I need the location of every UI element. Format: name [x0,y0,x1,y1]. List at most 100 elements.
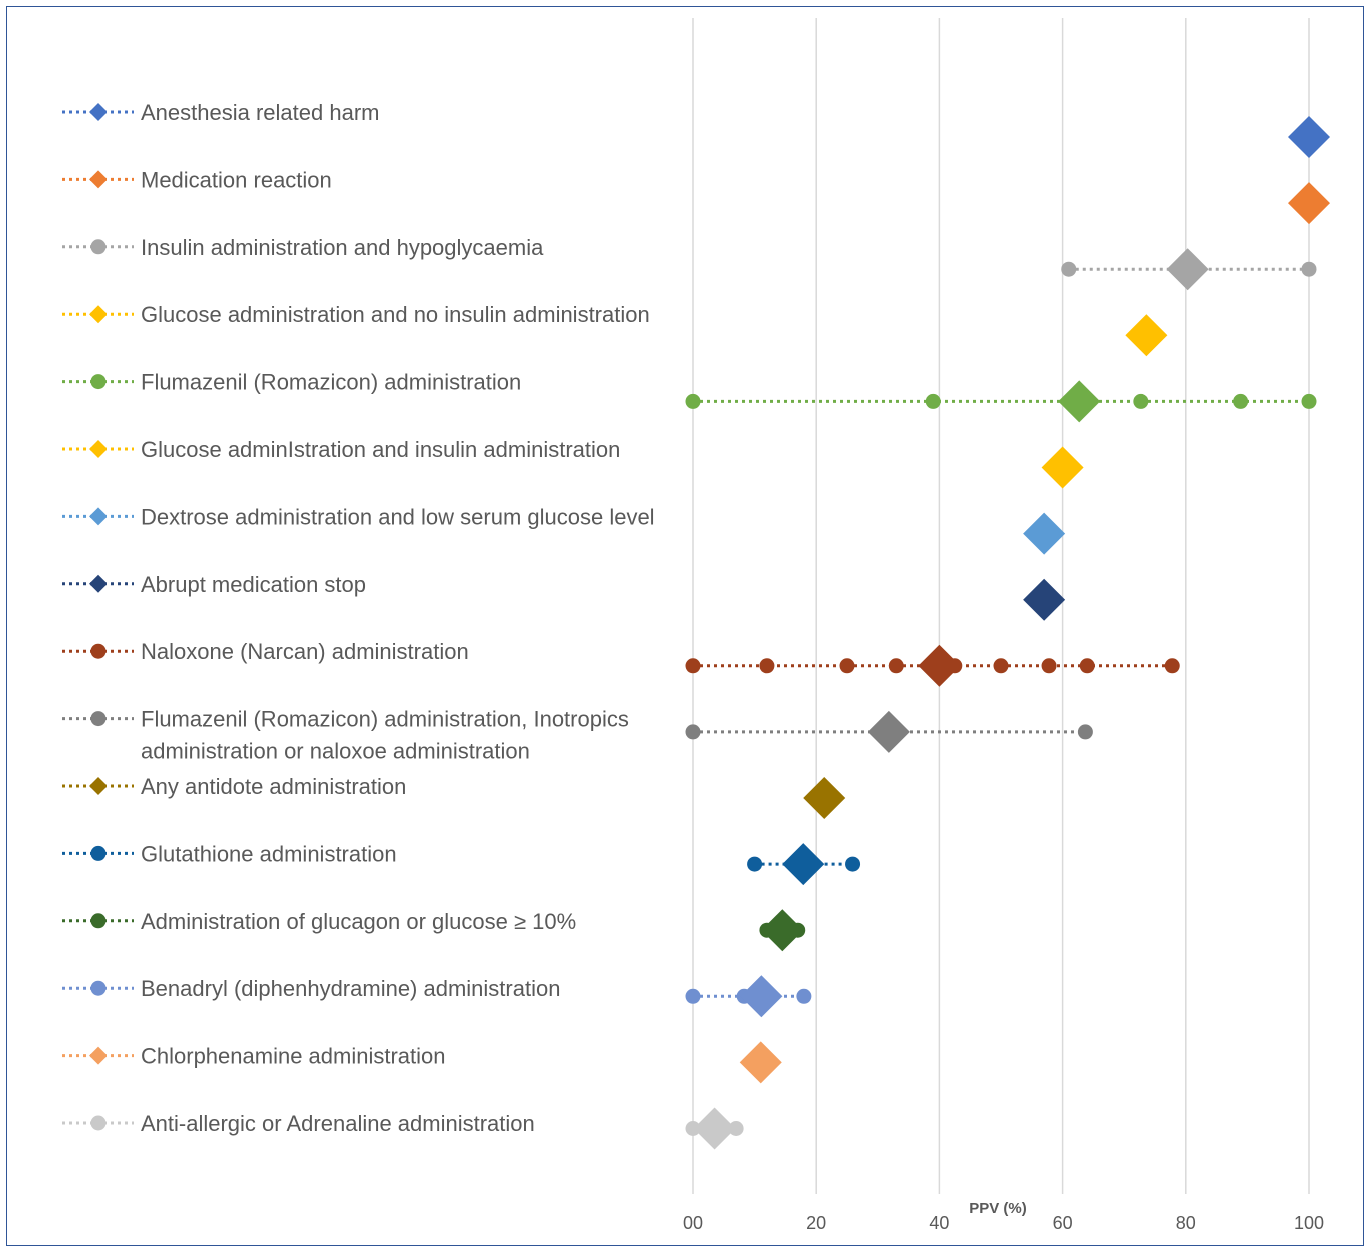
legend-label: Abrupt medication stop [141,572,366,597]
summary-marker [1041,446,1084,489]
series-7 [1023,512,1066,555]
legend: Anesthesia related harm Medication reacti… [62,100,655,1136]
data-point [845,856,861,872]
legend-marker [89,440,107,458]
legend-label: Insulin administration and hypoglycaemia [141,235,544,260]
summary-marker [1023,512,1066,555]
x-tick-label: 40 [929,1213,949,1233]
legend-label: Chlorphenamine administration [141,1044,446,1069]
legend-label: Benadryl (diphenhydramine) administratio… [141,976,560,1001]
data-point [685,1121,701,1136]
data-point [1301,393,1317,409]
legend-item: Glucose adminIstration and insulin admin… [62,437,620,462]
legend-marker [89,1046,107,1065]
data-point [1301,261,1317,277]
summary-marker [740,975,783,1018]
legend-label: Anti-allergic or Adrenaline administrati… [141,1111,535,1136]
series-8 [1023,578,1066,621]
legend-label: Flumazenil (Romazicon) administration, I… [141,707,629,764]
legend-item: Naloxone (Narcan) administration [62,639,469,664]
x-axis-title: PPV (%) [969,1200,1027,1217]
data-point [993,658,1009,674]
summary-marker [1058,380,1101,423]
series-15 [739,1041,782,1084]
gridlines [692,18,1310,1194]
legend-marker [90,980,106,996]
summary-marker [867,710,910,753]
legend-item: Anti-allergic or Adrenaline administrati… [62,1111,535,1136]
legend-item: Flumazenil (Romazicon) administration, I… [62,707,629,764]
legend-marker [89,305,107,324]
data-point [685,393,701,409]
series-14 [685,975,812,1018]
data-point [759,658,775,674]
data-point [925,393,941,409]
legend-label: Glucose administration and no insulin ad… [141,302,650,327]
data-point [728,1121,744,1136]
series-layer [685,116,1330,1150]
legend-item: Administration of glucagon or glucose ≥ … [62,909,576,934]
x-tick-label: 20 [806,1213,826,1233]
series-13 [759,909,806,952]
legend-marker [89,574,107,593]
legend-marker [89,170,107,189]
legend-label: Anesthesia related harm [141,100,379,125]
legend-item: Insulin administration and hypoglycaemia [62,235,544,260]
legend-marker [89,507,107,526]
data-point [1164,658,1180,674]
summary-marker [739,1041,782,1084]
legend-item: Glutathione administration [62,841,397,866]
legend-label: Administration of glucagon or glucose ≥ … [141,909,576,934]
series-1 [1288,116,1330,158]
legend-marker [89,103,107,121]
series-10 [685,710,1093,753]
legend-item: Glucose administration and no insulin ad… [62,302,650,327]
legend-label: Naloxone (Narcan) administration [141,639,469,664]
x-tick-label: 80 [1176,1213,1196,1233]
legend-item: Flumazenil (Romazicon) administration [62,370,521,395]
legend-label: Dextrose administration and low serum gl… [141,504,655,529]
legend-item: Chlorphenamine administration [62,1044,446,1069]
data-point [685,988,701,1004]
summary-marker [1166,248,1209,291]
legend-item: Any antidote administration [62,774,406,799]
series-12 [747,843,861,886]
legend-item: Medication reaction [62,167,332,192]
legend-marker [90,913,106,929]
data-point [1079,658,1095,674]
legend-marker [90,1115,106,1131]
series-4 [1125,314,1168,357]
legend-item: Anesthesia related harm [62,100,379,125]
summary-marker [1023,578,1066,621]
legend-marker [90,845,106,861]
summary-marker [1288,116,1330,158]
data-point [747,856,763,872]
summary-marker [1125,314,1168,357]
summary-marker [1288,182,1330,225]
series-6 [1041,446,1084,489]
series-9 [685,644,1180,687]
legend-item: Dextrose administration and low serum gl… [62,504,655,529]
legend-marker [90,711,106,727]
summary-marker [803,777,846,819]
legend-marker [89,777,107,795]
legend-label: Flumazenil (Romazicon) administration [141,370,521,395]
x-tick-label: 00 [683,1213,703,1233]
data-point [839,658,855,674]
x-tick-label: 100 [1294,1213,1324,1233]
legend-item: Benadryl (diphenhydramine) administratio… [62,976,560,1001]
data-point [1077,724,1093,740]
legend-label: Any antidote administration [141,774,406,799]
series-3 [1061,248,1317,291]
summary-marker [761,909,804,952]
x-tick-label: 60 [1053,1213,1073,1233]
series-16 [685,1107,744,1150]
data-point [1133,393,1149,409]
legend-label: Glutathione administration [141,841,397,866]
legend-label: Glucose adminIstration and insulin admin… [141,437,620,462]
x-axis: 00 20 40 60 80 100 [683,1213,1324,1233]
series-2 [1288,182,1330,225]
data-point [685,658,701,674]
legend-marker [90,374,106,390]
